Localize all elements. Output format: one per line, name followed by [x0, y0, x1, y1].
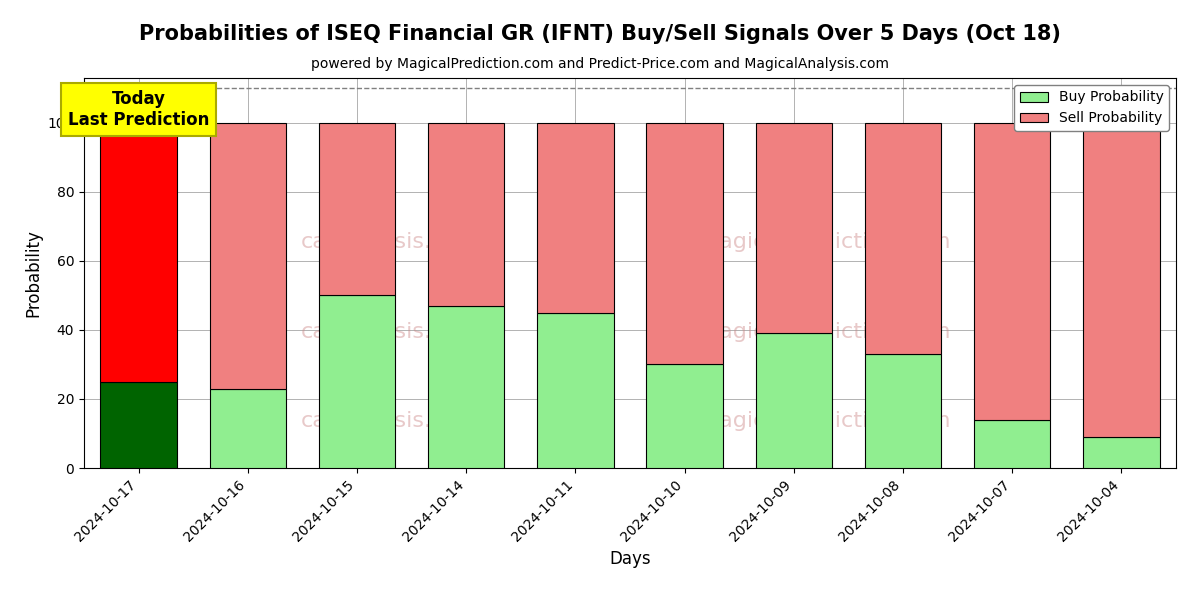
- Bar: [210, 389, 286, 468]
- Bar: [756, 123, 832, 334]
- Bar: [865, 354, 941, 468]
- Bar: [210, 123, 286, 389]
- Legend: Buy Probability, Sell Probability: Buy Probability, Sell Probability: [1014, 85, 1169, 131]
- Bar: [647, 123, 722, 364]
- Bar: [319, 295, 395, 468]
- Bar: [538, 313, 613, 468]
- Bar: [974, 123, 1050, 419]
- Bar: [1084, 123, 1159, 437]
- Bar: [428, 306, 504, 468]
- Bar: [647, 364, 722, 468]
- Text: calAnalysis.com: calAnalysis.com: [300, 411, 479, 431]
- Bar: [428, 123, 504, 306]
- Text: MagicalPrediction.com: MagicalPrediction.com: [701, 411, 952, 431]
- Text: Today
Last Prediction: Today Last Prediction: [68, 90, 209, 129]
- Y-axis label: Probability: Probability: [24, 229, 42, 317]
- Bar: [538, 123, 613, 313]
- Text: MagicalPrediction.com: MagicalPrediction.com: [701, 322, 952, 341]
- Bar: [974, 419, 1050, 468]
- Text: MagicalPrediction.com: MagicalPrediction.com: [701, 232, 952, 252]
- Text: Probabilities of ISEQ Financial GR (IFNT) Buy/Sell Signals Over 5 Days (Oct 18): Probabilities of ISEQ Financial GR (IFNT…: [139, 24, 1061, 44]
- Bar: [756, 334, 832, 468]
- Bar: [101, 382, 176, 468]
- Text: calAnalysis.com: calAnalysis.com: [300, 232, 479, 252]
- Text: powered by MagicalPrediction.com and Predict-Price.com and MagicalAnalysis.com: powered by MagicalPrediction.com and Pre…: [311, 57, 889, 71]
- Bar: [1084, 437, 1159, 468]
- Bar: [865, 123, 941, 354]
- Bar: [319, 123, 395, 295]
- Bar: [101, 123, 176, 382]
- Text: calAnalysis.com: calAnalysis.com: [300, 322, 479, 341]
- X-axis label: Days: Days: [610, 550, 650, 568]
